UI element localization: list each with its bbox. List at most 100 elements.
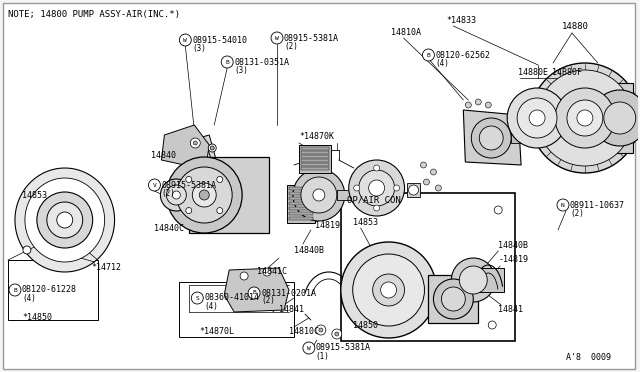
Circle shape	[577, 110, 593, 126]
Polygon shape	[189, 157, 269, 233]
Text: NOTE; 14800 PUMP ASSY-AIR(INC.*): NOTE; 14800 PUMP ASSY-AIR(INC.*)	[8, 10, 180, 19]
Text: (1): (1)	[316, 352, 330, 360]
Text: 14841: 14841	[498, 305, 524, 314]
Text: (2): (2)	[161, 189, 175, 198]
Bar	[299, 145, 331, 173]
Bar	[301, 159, 329, 161]
Circle shape	[313, 189, 325, 201]
Circle shape	[431, 169, 436, 175]
Circle shape	[374, 165, 380, 171]
Circle shape	[494, 206, 502, 214]
Circle shape	[485, 102, 492, 108]
Text: -14819: -14819	[498, 256, 528, 264]
Circle shape	[465, 102, 471, 108]
Text: V: V	[152, 183, 156, 187]
Circle shape	[471, 118, 511, 158]
Circle shape	[530, 63, 640, 173]
Circle shape	[303, 342, 315, 354]
Text: S: S	[195, 295, 199, 301]
Circle shape	[354, 185, 360, 191]
Circle shape	[186, 208, 192, 214]
Circle shape	[420, 162, 426, 168]
Circle shape	[23, 246, 31, 254]
Bar	[595, 83, 633, 153]
Circle shape	[191, 292, 204, 304]
Circle shape	[240, 272, 248, 280]
Circle shape	[263, 268, 271, 276]
Text: W: W	[275, 35, 279, 41]
Bar	[301, 167, 329, 170]
Text: *14870L: *14870L	[199, 327, 234, 337]
Polygon shape	[161, 125, 209, 165]
Text: W: W	[307, 346, 311, 350]
Text: (3): (3)	[192, 44, 206, 52]
Circle shape	[529, 110, 545, 126]
Circle shape	[9, 284, 21, 296]
Circle shape	[221, 56, 233, 68]
Bar	[301, 163, 329, 166]
Circle shape	[335, 332, 339, 336]
Circle shape	[316, 325, 326, 335]
Circle shape	[208, 144, 216, 152]
Circle shape	[271, 32, 283, 44]
Bar	[289, 187, 313, 190]
Bar	[340, 193, 515, 341]
Text: (4): (4)	[435, 58, 449, 67]
Text: (2): (2)	[261, 296, 275, 305]
Text: 08915-5381A: 08915-5381A	[316, 343, 371, 353]
Text: 14B80F: 14B80F	[552, 67, 582, 77]
Text: 14840: 14840	[152, 151, 177, 160]
Circle shape	[148, 179, 161, 191]
Circle shape	[451, 258, 495, 302]
Circle shape	[166, 185, 186, 205]
Text: 08131-0351A: 08131-0351A	[234, 58, 289, 67]
Bar	[289, 197, 313, 200]
Circle shape	[192, 183, 216, 207]
Text: (2): (2)	[570, 208, 584, 218]
Circle shape	[193, 141, 197, 145]
Text: *14712: *14712	[92, 263, 122, 272]
Circle shape	[340, 242, 436, 338]
Text: 08131-0201A: 08131-0201A	[261, 289, 316, 298]
Circle shape	[190, 138, 200, 148]
Text: B: B	[13, 288, 17, 292]
Circle shape	[217, 176, 223, 182]
Circle shape	[37, 192, 93, 248]
Bar	[289, 202, 313, 205]
Text: B: B	[427, 52, 430, 58]
Bar	[289, 217, 313, 220]
Circle shape	[488, 321, 496, 329]
Text: 14819: 14819	[315, 221, 340, 230]
Bar	[8, 260, 98, 320]
Circle shape	[517, 98, 557, 138]
Circle shape	[592, 90, 640, 146]
Circle shape	[349, 160, 404, 216]
Text: B: B	[225, 60, 229, 64]
Circle shape	[177, 167, 232, 223]
Polygon shape	[463, 110, 521, 165]
Circle shape	[217, 208, 223, 214]
Circle shape	[394, 185, 399, 191]
Text: 08915-5381A: 08915-5381A	[161, 180, 216, 189]
Text: (4): (4)	[22, 294, 36, 302]
Circle shape	[172, 191, 180, 199]
Text: 14853: 14853	[22, 190, 47, 199]
Text: (4): (4)	[204, 301, 218, 311]
Circle shape	[460, 266, 487, 294]
Circle shape	[567, 100, 603, 136]
Circle shape	[248, 287, 260, 299]
Text: 14853: 14853	[353, 218, 378, 227]
Text: 14840B: 14840B	[294, 246, 324, 254]
Text: *14870K: *14870K	[299, 131, 334, 141]
Text: *14833: *14833	[446, 16, 476, 25]
Circle shape	[57, 212, 73, 228]
Circle shape	[639, 144, 640, 152]
Text: 08120-62562: 08120-62562	[435, 51, 490, 60]
Text: 08911-10637: 08911-10637	[570, 201, 625, 209]
Circle shape	[211, 146, 214, 150]
Circle shape	[408, 185, 419, 195]
Text: (2): (2)	[284, 42, 298, 51]
Circle shape	[374, 205, 380, 211]
Text: A'8  0009: A'8 0009	[566, 353, 611, 362]
Text: W: W	[184, 38, 188, 42]
